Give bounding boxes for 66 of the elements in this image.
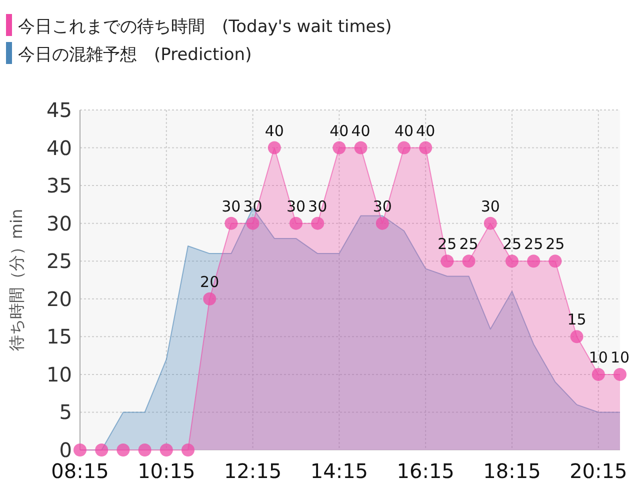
point xyxy=(354,141,368,154)
data-label: 30 xyxy=(308,197,328,216)
point xyxy=(95,444,108,456)
y-tick-label: 15 xyxy=(46,324,72,349)
point xyxy=(74,444,86,456)
data-label: 25 xyxy=(438,235,457,254)
data-label: 30 xyxy=(480,197,500,216)
data-label: 20 xyxy=(200,272,220,291)
data-label: 10 xyxy=(610,348,630,366)
data-label: 25 xyxy=(546,235,565,254)
point xyxy=(614,368,626,381)
point xyxy=(224,216,238,230)
point xyxy=(116,444,130,456)
x-tick-label: 08:15 xyxy=(51,459,109,483)
point xyxy=(203,292,216,306)
data-label: 25 xyxy=(502,235,522,254)
point xyxy=(484,216,497,230)
data-label: 25 xyxy=(524,235,544,254)
point xyxy=(138,444,152,456)
y-tick-label: 45 xyxy=(46,98,72,122)
y-tick-label: 20 xyxy=(46,286,72,311)
point xyxy=(376,216,389,230)
x-tick-label: 12:15 xyxy=(224,459,282,483)
data-label: 30 xyxy=(372,197,392,216)
point xyxy=(527,254,540,268)
point xyxy=(160,444,173,456)
point xyxy=(246,216,260,230)
data-label: 15 xyxy=(567,310,586,329)
data-label: 30 xyxy=(243,197,262,216)
point xyxy=(398,141,410,154)
y-tick-label: 25 xyxy=(46,249,72,274)
x-tick-label: 16:15 xyxy=(396,459,454,483)
data-label: 40 xyxy=(330,122,349,140)
point xyxy=(506,254,518,268)
data-label: 40 xyxy=(351,122,370,140)
point xyxy=(182,444,194,456)
point xyxy=(290,216,302,230)
point xyxy=(332,141,346,154)
point xyxy=(462,254,476,268)
point xyxy=(592,368,605,381)
data-label: 40 xyxy=(394,122,414,140)
point xyxy=(419,141,432,154)
x-tick-label: 18:15 xyxy=(483,459,541,483)
point xyxy=(268,141,281,154)
x-tick-label: 20:15 xyxy=(570,459,628,483)
y-tick-label: 10 xyxy=(46,362,72,386)
y-axis-title: 待ち時間（分）min xyxy=(7,208,26,352)
data-label: 40 xyxy=(264,122,284,140)
data-label: 30 xyxy=(286,197,306,216)
legend-label: 今日の混雑予想 (Prediction) xyxy=(18,45,252,65)
data-label: 40 xyxy=(416,122,436,140)
point xyxy=(548,254,562,268)
point xyxy=(570,330,584,344)
y-tick-label: 0 xyxy=(59,438,72,462)
data-label: 10 xyxy=(588,348,608,366)
y-tick-label: 35 xyxy=(46,174,72,198)
y-tick-label: 30 xyxy=(46,211,72,236)
legend-label: 今日これまでの待ち時間 (Today's wait times) xyxy=(18,17,392,37)
point xyxy=(440,254,454,268)
y-tick-label: 40 xyxy=(46,136,72,160)
data-label: 30 xyxy=(222,197,241,216)
point xyxy=(311,216,324,230)
x-tick-label: 14:15 xyxy=(310,459,368,483)
x-tick-label: 10:15 xyxy=(138,459,196,483)
data-label: 25 xyxy=(459,235,478,254)
y-tick-label: 5 xyxy=(59,400,72,424)
